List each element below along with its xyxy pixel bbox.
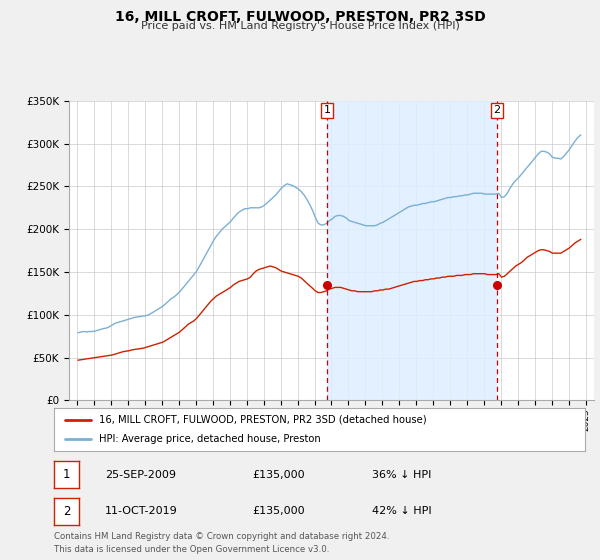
Text: 42% ↓ HPI: 42% ↓ HPI bbox=[372, 506, 431, 516]
Text: 2: 2 bbox=[63, 505, 70, 518]
Text: HPI: Average price, detached house, Preston: HPI: Average price, detached house, Pres… bbox=[99, 435, 321, 444]
Text: 36% ↓ HPI: 36% ↓ HPI bbox=[372, 470, 431, 480]
Text: Contains HM Land Registry data © Crown copyright and database right 2024.: Contains HM Land Registry data © Crown c… bbox=[54, 532, 389, 541]
Text: £135,000: £135,000 bbox=[252, 470, 305, 480]
Text: 1: 1 bbox=[323, 105, 331, 115]
Text: 2: 2 bbox=[494, 105, 500, 115]
Text: 1: 1 bbox=[63, 468, 70, 482]
Text: 11-OCT-2019: 11-OCT-2019 bbox=[105, 506, 178, 516]
Bar bbox=[327, 101, 497, 400]
Text: 16, MILL CROFT, FULWOOD, PRESTON, PR2 3SD: 16, MILL CROFT, FULWOOD, PRESTON, PR2 3S… bbox=[115, 10, 485, 24]
Text: £135,000: £135,000 bbox=[252, 506, 305, 516]
Text: 25-SEP-2009: 25-SEP-2009 bbox=[105, 470, 176, 480]
Text: This data is licensed under the Open Government Licence v3.0.: This data is licensed under the Open Gov… bbox=[54, 545, 329, 554]
Text: Price paid vs. HM Land Registry's House Price Index (HPI): Price paid vs. HM Land Registry's House … bbox=[140, 21, 460, 31]
Text: 16, MILL CROFT, FULWOOD, PRESTON, PR2 3SD (detached house): 16, MILL CROFT, FULWOOD, PRESTON, PR2 3S… bbox=[99, 415, 427, 424]
